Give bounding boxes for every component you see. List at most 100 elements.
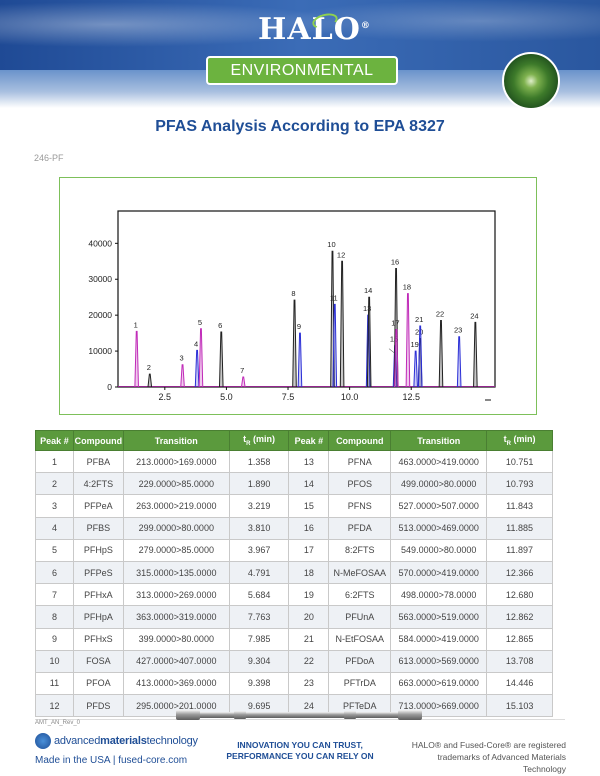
- table-cell: 663.0000>619.0000: [390, 671, 488, 696]
- footer-divider: [35, 719, 565, 720]
- peak-5: [198, 328, 204, 388]
- table-cell: N-EtFOSAA: [328, 627, 392, 651]
- x-tick-label: 7.5: [282, 392, 295, 402]
- table-cell: 12.680: [486, 583, 553, 607]
- peak-label: 22: [436, 310, 444, 319]
- table-cell: 4.791: [228, 560, 290, 585]
- peak-label: 1: [134, 320, 138, 329]
- table-cell: 14: [288, 472, 330, 496]
- table-cell: 15: [288, 494, 330, 518]
- table-cell: 12.862: [486, 605, 553, 629]
- table-cell: 3: [35, 494, 74, 518]
- peak-label: 24: [470, 311, 478, 320]
- table-cell: 713.0000>669.0000: [390, 694, 488, 718]
- x-tick-label: 12.5: [402, 392, 420, 402]
- table-cell: 549.0000>80.0000: [390, 538, 488, 562]
- table-cell: 10: [35, 649, 74, 673]
- table-cell: 7: [35, 583, 74, 607]
- peak-11: [332, 303, 338, 388]
- table-cell: 21: [288, 627, 330, 651]
- table-cell: 3.219: [228, 494, 290, 518]
- table-cell: 14.446: [486, 671, 553, 696]
- peak-label: 11: [330, 293, 338, 302]
- x-tick-label: 10.0: [341, 392, 359, 402]
- table-cell: 399.0000>80.0000: [122, 627, 230, 651]
- table-cell: PFOS: [328, 472, 392, 496]
- table-cell: 1: [35, 449, 74, 474]
- table-cell: 315.0000>135.0000: [122, 560, 230, 585]
- table-cell: 9.304: [228, 649, 290, 673]
- peak-label: 2: [147, 363, 151, 372]
- table-row: 8 PFHpA 363.0000>319.0000 7.763 20 PFUnA 563.0…: [35, 605, 553, 629]
- amt-globe-icon: [35, 733, 51, 749]
- peak-9: [297, 332, 303, 388]
- axis-marker: [485, 399, 491, 401]
- table-cell: 427.0000>407.0000: [122, 649, 230, 673]
- page-title: PFAS Analysis According to EPA 8327: [155, 118, 445, 135]
- table-cell: 20: [288, 605, 330, 629]
- hplc-column-icon: [176, 710, 422, 720]
- table-row: 6 PFPeS 315.0000>135.0000 4.791 18 N-MeFOSAA 5…: [35, 560, 553, 585]
- peak-table-body: 1 PFBA 213.0000>169.0000 1.358 13 PFNA 463.000…: [35, 449, 553, 718]
- table-cell: 570.0000>419.0000: [390, 560, 488, 585]
- table-cell: 584.0000>419.0000: [390, 627, 488, 651]
- table-row: 4 PFBS 299.0000>80.0000 3.810 16 PFDA 513.0000…: [35, 516, 553, 540]
- peak-14: [366, 296, 372, 388]
- made-in-usa[interactable]: Made in the USA | fused-core.com: [35, 755, 188, 766]
- table-cell: 563.0000>519.0000: [390, 605, 488, 629]
- table-row: 5 PFHpS 279.0000>85.0000 3.967 17 8:2FTS 549.0…: [35, 538, 553, 562]
- table-cell: 229.0000>85.0000: [122, 472, 230, 496]
- y-tick-label: 20000: [88, 310, 112, 320]
- tree-canopy-icon: [502, 52, 560, 108]
- table-row: 9 PFHxS 399.0000>80.0000 7.985 21 N-EtFOSAA 58…: [35, 627, 553, 651]
- peak-label: 6: [218, 321, 222, 330]
- table-cell: 2: [35, 472, 74, 496]
- table-cell: 499.0000>80.0000: [390, 472, 488, 496]
- table-cell: PFNA: [328, 449, 392, 474]
- table-cell: 3.967: [228, 538, 290, 562]
- table-cell: 11.897: [486, 538, 553, 562]
- table-cell: PFOA: [72, 671, 124, 696]
- peak-label: 13: [363, 304, 371, 313]
- col-tr-2: tR (min): [486, 430, 553, 451]
- peak-label: 20: [415, 328, 423, 337]
- col-compound-1: Compound: [72, 430, 124, 451]
- x-tick-label: 2.5: [159, 392, 172, 402]
- trademark-notice: HALO® and Fused-Core® are registered tra…: [411, 740, 566, 774]
- peak-22: [438, 320, 444, 388]
- peak-17: [394, 329, 399, 388]
- table-cell: PFDA: [328, 516, 392, 540]
- table-cell: PFDoA: [328, 649, 392, 673]
- table-cell: PFBA: [72, 449, 124, 474]
- peak-label: 8: [291, 289, 295, 298]
- peak-4: [194, 349, 200, 388]
- y-tick-label: 30000: [88, 274, 112, 284]
- x-tick-label: 5.0: [220, 392, 233, 402]
- tagline: INNOVATION YOU CAN TRUST, PERFORMANCE YO…: [226, 740, 374, 761]
- peak-label: 12: [337, 250, 345, 259]
- peak-label: 15: [390, 335, 398, 344]
- y-tick-label: 40000: [88, 238, 112, 248]
- table-cell: PFPeA: [72, 494, 124, 518]
- table-cell: 17: [288, 538, 330, 562]
- table-cell: 4:2FTS: [72, 472, 124, 496]
- table-cell: 10.751: [486, 449, 553, 474]
- table-cell: PFHpA: [72, 605, 124, 629]
- chromatogram-frame: 1 2 3 4 5 6 7 8 9 10 11 12 13 14 15 16 17 18 19 20 21 22 23 24 0…: [59, 177, 537, 415]
- table-cell: PFPeS: [72, 560, 124, 585]
- peak-table: Peak # Compound Transition tR (min) Peak…: [35, 430, 553, 718]
- table-cell: PFDS: [72, 694, 124, 718]
- table-cell: 1.890: [228, 472, 290, 496]
- peak-label: 5: [198, 318, 202, 327]
- table-cell: 363.0000>319.0000: [122, 605, 230, 629]
- table-cell: 6:2FTS: [328, 583, 392, 607]
- peak-12: [339, 260, 345, 388]
- peak-6: [218, 331, 224, 388]
- peak-label: 9: [297, 322, 301, 331]
- table-row: 3 PFPeA 263.0000>219.0000 3.219 15 PFNS 527.00…: [35, 494, 553, 518]
- table-cell: 7.985: [228, 627, 290, 651]
- table-cell: 3.810: [228, 516, 290, 540]
- table-cell: 413.0000>369.0000: [122, 671, 230, 696]
- peak-label: 17: [391, 319, 399, 328]
